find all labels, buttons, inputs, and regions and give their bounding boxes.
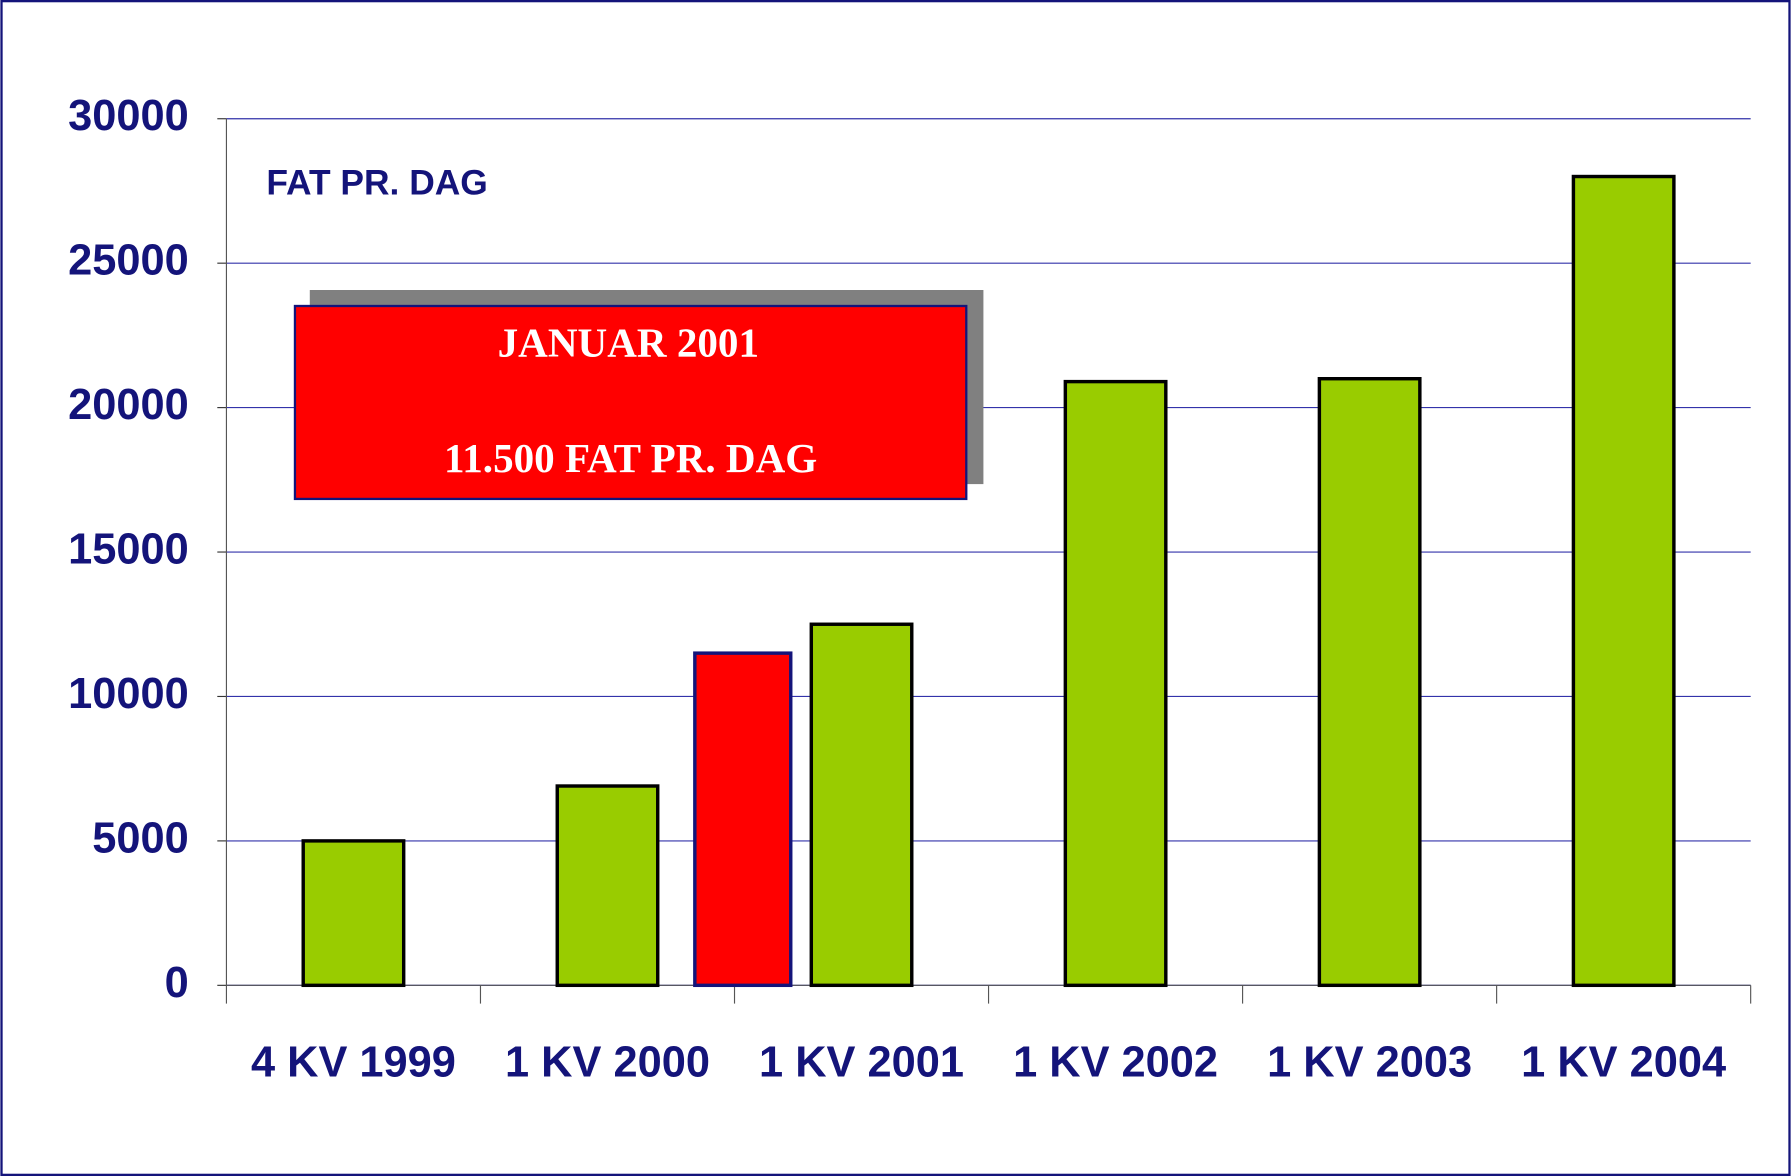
- bar: [1571, 174, 1676, 988]
- bar: [555, 784, 660, 988]
- x-tick-label: 1 KV 2001: [759, 1039, 964, 1087]
- y-tick-label: 25000: [68, 237, 189, 285]
- annotation-box: [293, 304, 968, 501]
- annotation: 11.500 FAT PR. DAG: [444, 435, 817, 481]
- annotation: JANUAR 2001: [498, 320, 759, 366]
- y-tick-label: 30000: [68, 92, 189, 140]
- x-tick-label: 1 KV 2000: [505, 1039, 710, 1087]
- y-axis-label: FAT PR. DAG: [266, 163, 487, 202]
- x-tick-label: 1 KV 2002: [1013, 1039, 1218, 1087]
- bar: [1317, 377, 1422, 988]
- bar: [809, 622, 914, 988]
- bar: [1063, 379, 1168, 988]
- y-tick-label: 5000: [92, 814, 189, 862]
- bar: [301, 839, 406, 988]
- x-tick-label: 1 KV 2004: [1521, 1039, 1726, 1087]
- y-tick-label: 10000: [68, 670, 189, 718]
- y-tick-label: 20000: [68, 381, 189, 429]
- x-tick-label: 4 KV 1999: [251, 1039, 456, 1087]
- y-tick-label: 0: [165, 959, 189, 1007]
- y-tick-label: 15000: [68, 525, 189, 573]
- x-tick-label: 1 KV 2003: [1267, 1039, 1472, 1087]
- bar: [693, 651, 793, 988]
